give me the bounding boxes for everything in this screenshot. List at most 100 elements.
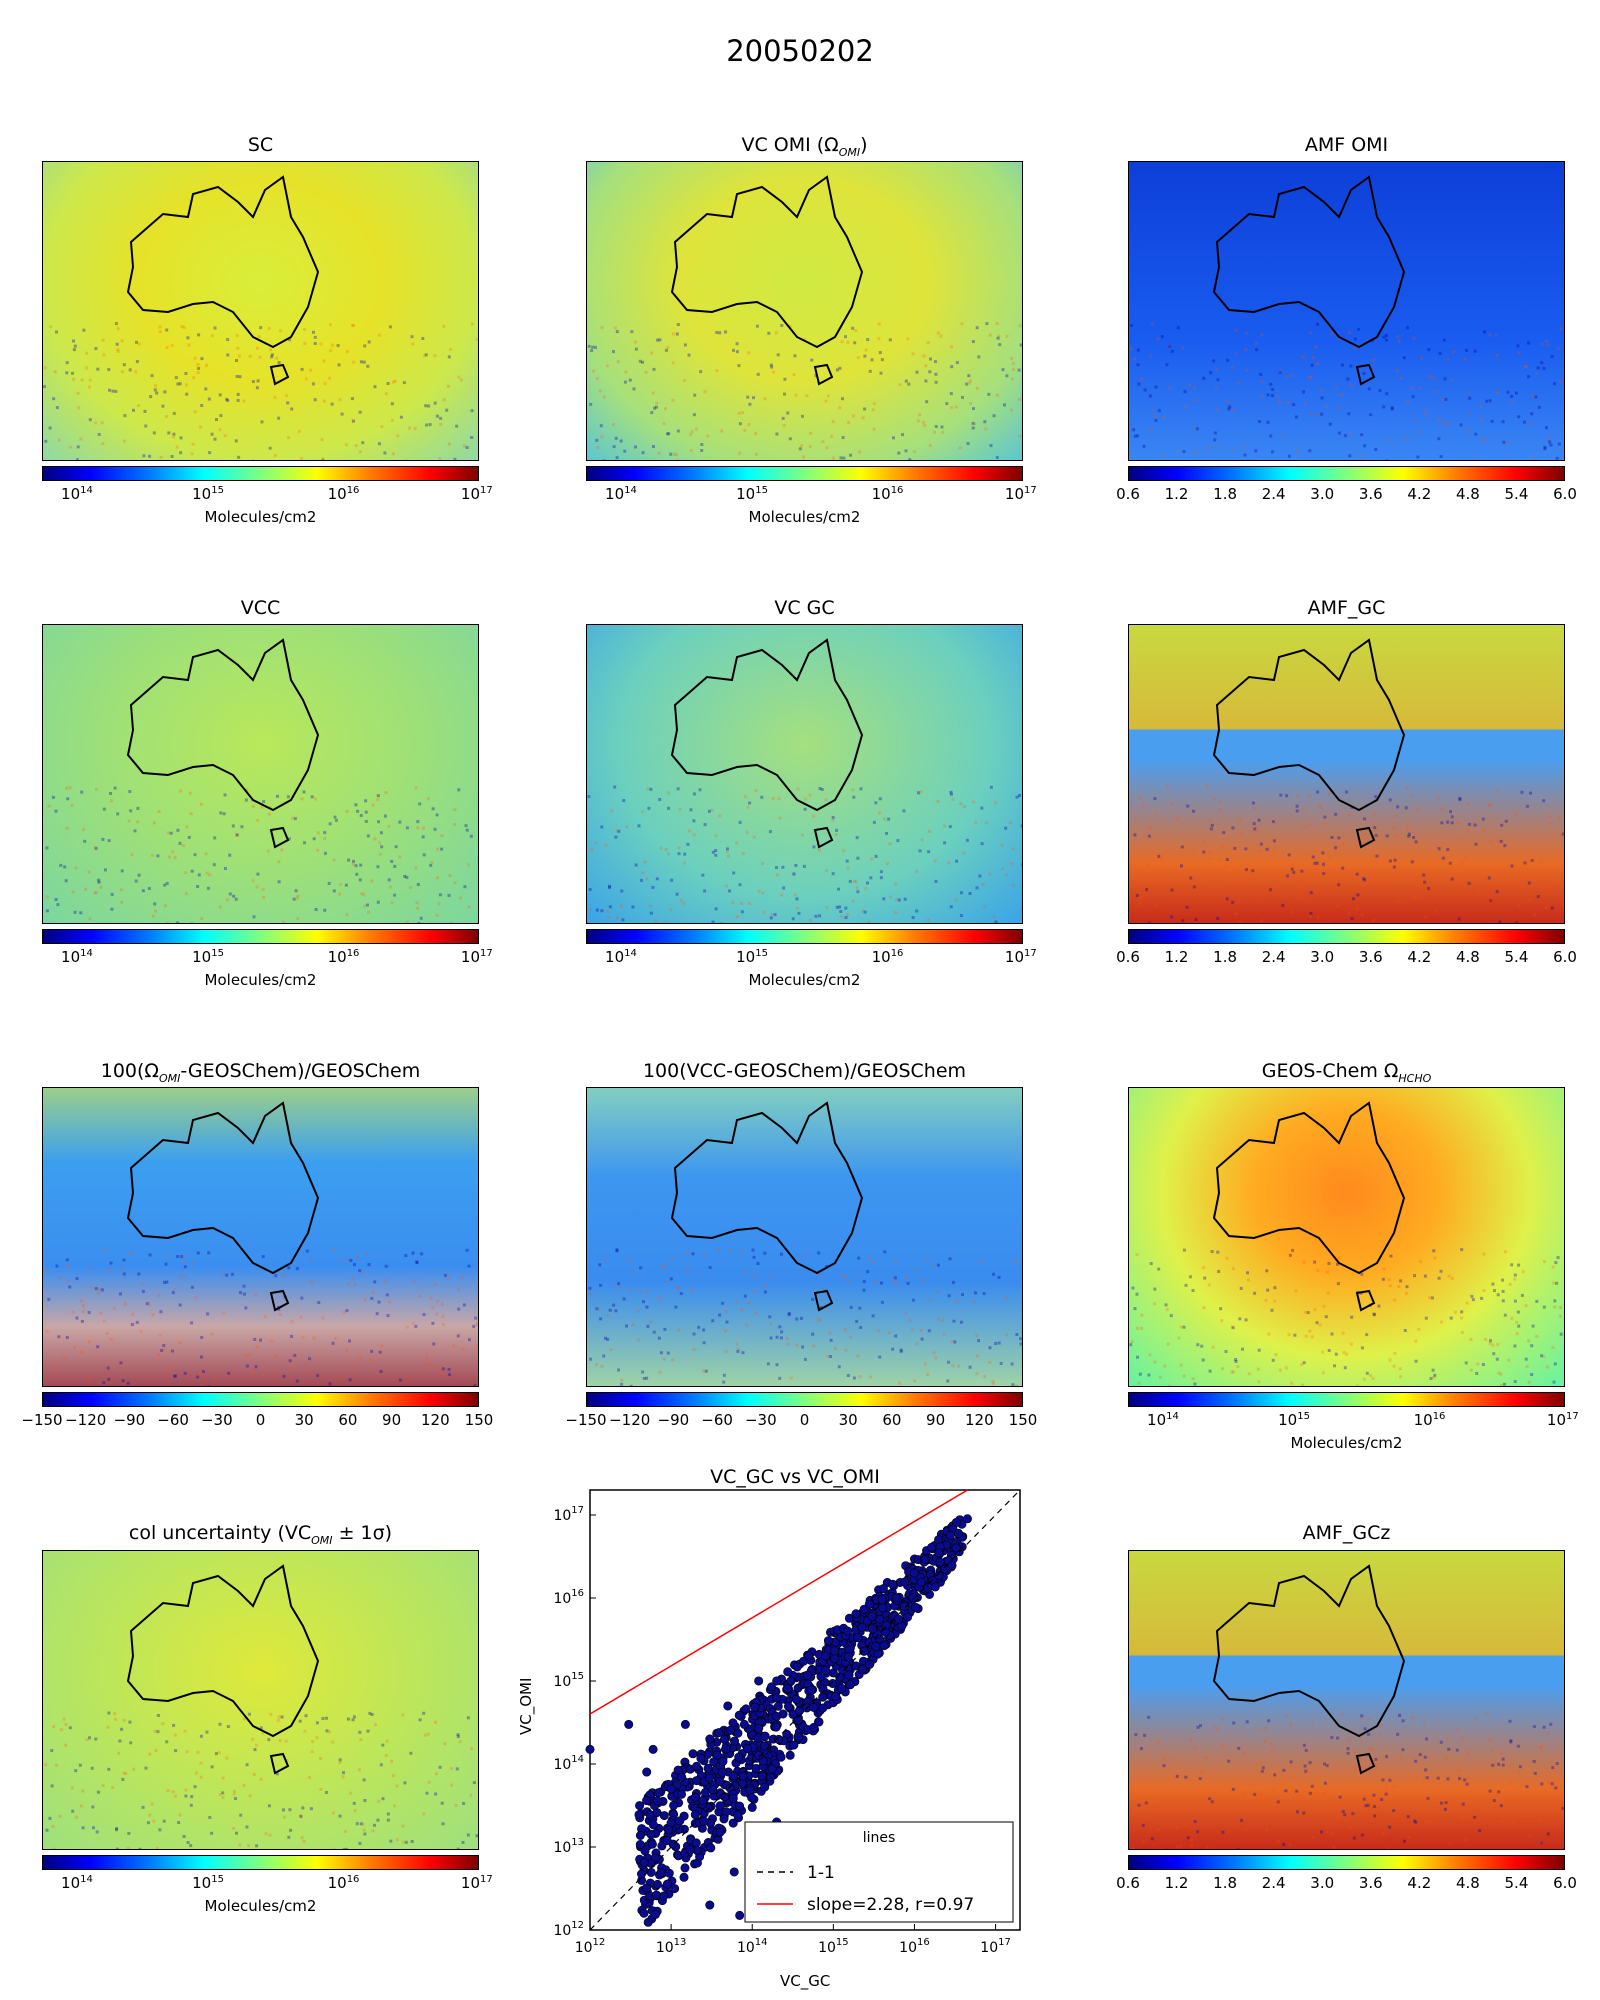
colorbar-tick: −60 xyxy=(701,1411,733,1429)
scatter-point xyxy=(837,1683,847,1693)
colorbar xyxy=(586,466,1023,481)
map-image xyxy=(42,161,479,461)
scatter-point xyxy=(859,1646,869,1656)
scatter-point xyxy=(679,1872,689,1882)
legend-entry: slope=2.28, r=0.97 xyxy=(807,1895,974,1915)
colorbar-tick: 1014 xyxy=(61,485,93,503)
scatter-point xyxy=(851,1609,861,1619)
colorbar-tick: 3.0 xyxy=(1310,1874,1335,1892)
colorbar-tick: 1.8 xyxy=(1213,485,1238,503)
x-tick-label: 1012 xyxy=(575,1937,606,1956)
map-image xyxy=(42,624,479,924)
scatter-point xyxy=(951,1543,961,1553)
colorbar xyxy=(1128,929,1565,944)
scatter-point xyxy=(745,1785,755,1795)
colorbar-tick: −150 xyxy=(21,1411,63,1429)
scatter-point xyxy=(792,1662,802,1672)
colorbar-tick: 1016 xyxy=(327,485,360,503)
scatter-point xyxy=(635,1801,645,1811)
scatter-point xyxy=(708,1785,718,1795)
y-tick-label: 1015 xyxy=(553,1671,584,1690)
scatter-point xyxy=(864,1660,874,1670)
map-image xyxy=(1128,1550,1565,1850)
panel-title: GEOS-Chem ΩHCHO xyxy=(1261,1060,1432,1085)
scatter-point xyxy=(767,1764,777,1774)
colorbar-tick: 1014 xyxy=(605,948,637,966)
colorbar-tick: −30 xyxy=(744,1411,777,1429)
scatter-point xyxy=(739,1719,749,1729)
panel-title: 100(VCC-GEOSChem)/GEOSChem xyxy=(642,1060,967,1082)
scatter-point xyxy=(934,1571,944,1581)
scatter-point xyxy=(767,1682,777,1692)
scatter-point xyxy=(962,1514,972,1524)
colorbar-tick: 1015 xyxy=(736,485,768,503)
scatter-point xyxy=(786,1676,796,1686)
scatter-point xyxy=(857,1664,867,1674)
x-tick-label: 1017 xyxy=(980,1937,1011,1956)
colorbar-tick: 90 xyxy=(926,1411,946,1429)
colorbar-tick: 6.0 xyxy=(1553,1874,1577,1892)
scatter-point xyxy=(648,1744,658,1754)
scatter-point xyxy=(747,1793,757,1803)
colorbar xyxy=(1128,466,1565,481)
colorbar-tick: 60 xyxy=(882,1411,902,1429)
scatter-point xyxy=(785,1750,795,1760)
scatter-point xyxy=(729,1867,739,1877)
colorbar-tick: 0.6 xyxy=(1116,1874,1140,1892)
colorbar-tick: 1.8 xyxy=(1213,948,1238,966)
scatter-point xyxy=(664,1825,674,1835)
panel-title: 100(ΩOMI-GEOSChem)/GEOSChem xyxy=(100,1060,421,1085)
scatter-point xyxy=(729,1771,739,1781)
scatter-point xyxy=(871,1642,881,1652)
colorbar xyxy=(42,1392,479,1407)
scatter-point xyxy=(719,1734,729,1744)
scatter-point xyxy=(867,1611,877,1621)
colorbar-tick: −120 xyxy=(65,1411,107,1429)
scatter-point xyxy=(651,1909,661,1919)
map-image xyxy=(1128,624,1565,924)
scatter-point xyxy=(754,1676,764,1686)
colorbar xyxy=(42,929,479,944)
colorbar-label: Molecules/cm2 xyxy=(748,971,861,989)
colorbar xyxy=(1128,1392,1565,1407)
scatter-point xyxy=(867,1624,877,1634)
scatter-point xyxy=(804,1651,814,1661)
legend-box xyxy=(744,1821,1014,1923)
colorbar-tick: 1015 xyxy=(192,485,224,503)
scatter-point xyxy=(726,1725,736,1735)
colorbar-tick: 150 xyxy=(1008,1411,1038,1429)
map-image xyxy=(42,1087,479,1387)
x-tick-label: 1014 xyxy=(737,1937,768,1956)
scatter-point xyxy=(783,1667,793,1677)
colorbar-tick: 1017 xyxy=(1004,948,1037,966)
y-tick-label: 1012 xyxy=(553,1920,584,1939)
scatter-point xyxy=(730,1736,740,1746)
scatter-point xyxy=(733,1810,743,1820)
scatter-point xyxy=(728,1793,738,1803)
colorbar-label: Molecules/cm2 xyxy=(204,1897,317,1915)
colorbar xyxy=(1128,1855,1565,1870)
scatter-point xyxy=(664,1868,674,1878)
y-tick-label: 1013 xyxy=(553,1837,584,1856)
scatter-point xyxy=(934,1548,944,1558)
scatter-point xyxy=(712,1750,722,1760)
coastline-australia xyxy=(126,1564,320,1775)
scatter-point xyxy=(784,1702,794,1712)
y-tick-label: 1016 xyxy=(553,1588,584,1607)
scatter-plot: 1012 1013 1014 1015 1016 1017 1012 1013 1014 1015… xyxy=(553,1489,1021,1956)
colorbar-tick: 1016 xyxy=(327,1874,360,1892)
colorbar-tick: 1014 xyxy=(605,485,637,503)
colorbar-tick: 1016 xyxy=(871,948,904,966)
colorbar-tick: 0.6 xyxy=(1116,485,1140,503)
scatter-point xyxy=(716,1789,726,1799)
scatter-point xyxy=(831,1692,841,1702)
colorbar-tick: 3.0 xyxy=(1310,948,1335,966)
colorbar-tick: 4.8 xyxy=(1455,1874,1480,1892)
scatter-point xyxy=(662,1836,672,1846)
coastline-australia xyxy=(1212,1101,1406,1312)
scatter-point xyxy=(734,1710,744,1720)
scatter-point xyxy=(715,1776,725,1786)
scatter-point xyxy=(760,1782,770,1792)
colorbar-tick: 1017 xyxy=(460,1874,493,1892)
scatter-point xyxy=(691,1792,701,1802)
